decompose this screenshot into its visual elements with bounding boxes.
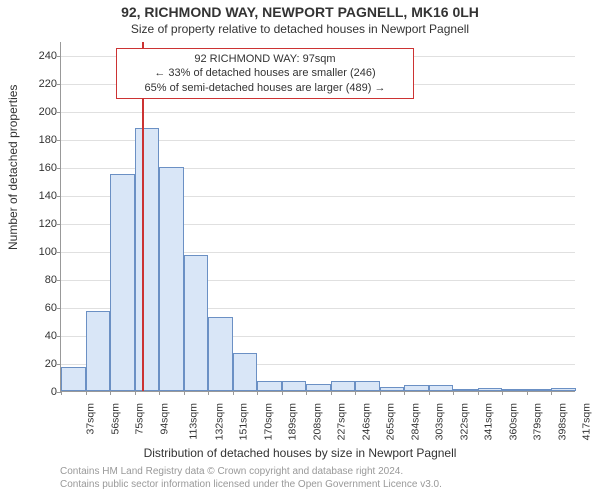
ytick-label: 20 [45,358,61,370]
xtick-mark [208,391,209,395]
caption-line1: Contains HM Land Registry data © Crown c… [60,466,580,479]
ytick-label: 140 [39,190,61,202]
chart-subtitle: Size of property relative to detached ho… [0,22,600,36]
xtick-label: 113sqm [188,403,200,440]
histogram-bar [478,388,503,391]
xtick-mark [502,391,503,395]
annotation-box: 92 RICHMOND WAY: 97sqm ← 33% of detached… [116,48,414,99]
x-axis-label: Distribution of detached houses by size … [0,446,600,460]
histogram-bar [233,353,258,391]
annotation-line2: ← 33% of detached houses are smaller (24… [123,66,407,80]
xtick-mark [380,391,381,395]
ytick-label: 240 [39,50,61,62]
histogram-bar [380,387,405,391]
xtick-mark [61,391,62,395]
xtick-mark [257,391,258,395]
plot-area: 02040608010012014016018020022024037sqm56… [60,42,575,392]
xtick-mark [306,391,307,395]
xtick-mark [135,391,136,395]
ytick-label: 160 [39,162,61,174]
histogram-bar [453,389,478,391]
histogram-bar [429,385,454,391]
xtick-label: 56sqm [109,403,121,435]
xtick-mark [86,391,87,395]
xtick-label: 360sqm [507,403,519,440]
histogram-bar [551,388,576,391]
xtick-mark [355,391,356,395]
y-axis-label: Number of detached properties [6,85,20,250]
xtick-mark [282,391,283,395]
xtick-mark [110,391,111,395]
xtick-label: 132sqm [213,403,225,440]
xtick-label: 37sqm [85,403,97,435]
xtick-label: 398sqm [556,403,568,440]
histogram-bar [208,317,233,391]
xtick-label: 208sqm [311,403,323,440]
xtick-mark [233,391,234,395]
ytick-label: 60 [45,302,61,314]
histogram-bar [86,311,111,391]
histogram-bar [306,384,331,391]
xtick-mark [551,391,552,395]
xtick-mark [159,391,160,395]
caption: Contains HM Land Registry data © Crown c… [60,466,580,491]
annotation-line1: 92 RICHMOND WAY: 97sqm [123,52,407,66]
ytick-label: 120 [39,218,61,230]
histogram-bar [527,389,552,391]
xtick-label: 322sqm [458,403,470,440]
xtick-label: 341sqm [483,403,495,440]
xtick-label: 189sqm [287,403,299,440]
histogram-bar [404,385,429,391]
xtick-label: 379sqm [532,403,544,440]
ytick-label: 100 [39,246,61,258]
histogram-bar [282,381,307,391]
xtick-label: 75sqm [134,403,146,435]
xtick-label: 151sqm [238,403,250,440]
ytick-label: 200 [39,106,61,118]
histogram-bar [257,381,282,391]
xtick-mark [478,391,479,395]
histogram-bar [355,381,380,391]
xtick-mark [404,391,405,395]
chart-container: 92, RICHMOND WAY, NEWPORT PAGNELL, MK16 … [0,0,600,500]
xtick-label: 246sqm [360,403,372,440]
histogram-bar [61,367,86,391]
grid-line [61,112,575,113]
xtick-label: 170sqm [262,403,274,440]
histogram-bar [135,128,160,391]
xtick-label: 265sqm [385,403,397,440]
chart-title: 92, RICHMOND WAY, NEWPORT PAGNELL, MK16 … [0,4,600,20]
xtick-label: 417sqm [581,403,593,440]
xtick-mark [453,391,454,395]
ytick-label: 40 [45,330,61,342]
xtick-mark [429,391,430,395]
xtick-label: 284sqm [409,403,421,440]
xtick-mark [331,391,332,395]
caption-line2: Contains public sector information licen… [60,479,580,492]
xtick-label: 227sqm [336,403,348,440]
histogram-bar [184,255,209,391]
ytick-label: 220 [39,78,61,90]
xtick-mark [527,391,528,395]
xtick-label: 94sqm [158,403,170,435]
xtick-mark [184,391,185,395]
histogram-bar [159,167,184,391]
ytick-label: 80 [45,274,61,286]
histogram-bar [502,389,527,391]
histogram-bar [331,381,356,391]
xtick-label: 303sqm [434,403,446,440]
ytick-label: 180 [39,134,61,146]
histogram-bar [110,174,135,391]
ytick-label: 0 [51,386,61,398]
annotation-line3: 65% of semi-detached houses are larger (… [123,81,407,95]
